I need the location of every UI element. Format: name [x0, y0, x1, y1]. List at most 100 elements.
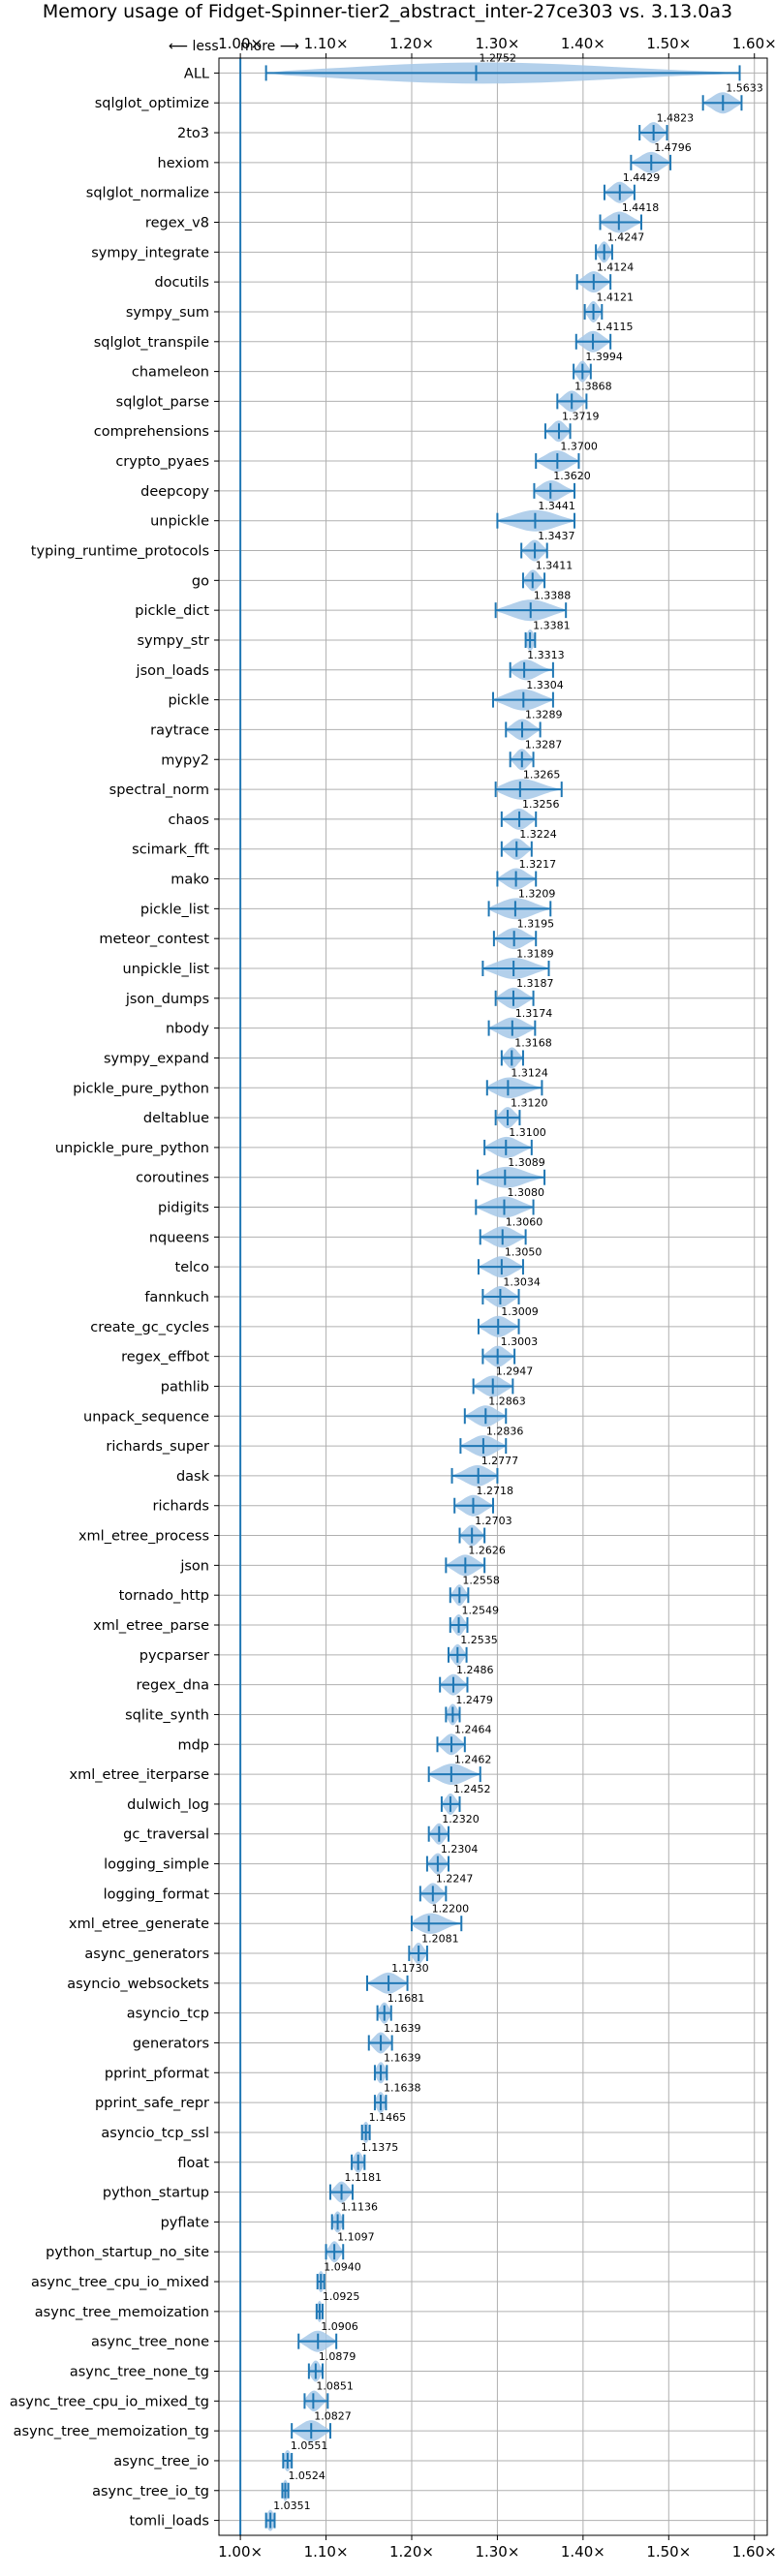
x-tick-label-top: 1.50× — [646, 35, 691, 52]
x-tick-label-top: 1.10× — [304, 35, 349, 52]
mean-value-label: 1.1375 — [361, 2141, 399, 2154]
mean-value-label: 1.0940 — [324, 2260, 361, 2273]
mean-value-label: 1.3224 — [519, 828, 557, 841]
mean-value-label: 1.4247 — [607, 231, 645, 244]
mean-value-label: 1.2947 — [496, 1365, 534, 1378]
category-label: python_startup — [103, 2186, 209, 2201]
mean-value-label: 1.4121 — [597, 291, 635, 303]
mean-value-label: 1.2304 — [441, 1843, 479, 1855]
mean-value-label: 1.3034 — [503, 1275, 541, 1288]
more-direction-label: more ⟶ — [240, 39, 299, 54]
category-label: async_tree_none_tg — [70, 2364, 209, 2379]
x-tick-label-bottom: 1.00× — [218, 2543, 263, 2561]
mean-value-label: 1.3080 — [507, 1186, 544, 1199]
category-label: deepcopy — [140, 484, 209, 500]
x-tick-label-bottom: 1.50× — [646, 2543, 691, 2561]
x-tick-label-bottom: 1.60× — [732, 2543, 775, 2561]
category-label: pickle_list — [140, 902, 209, 917]
category-label: gc_traversal — [123, 1827, 209, 1843]
mean-value-label: 1.3217 — [519, 858, 557, 871]
category-label: mypy2 — [161, 752, 209, 768]
category-label: richards — [152, 1499, 209, 1515]
category-label: regex_v8 — [145, 216, 209, 231]
mean-value-label: 1.4124 — [597, 261, 635, 273]
mean-value-label: 1.2863 — [488, 1395, 525, 1408]
mean-value-label: 1.3189 — [516, 947, 554, 960]
category-label: pprint_pformat — [105, 2066, 209, 2081]
category-label: async_tree_io — [113, 2454, 209, 2469]
category-label: async_tree_memoization — [35, 2305, 209, 2320]
category-label: pycparser — [140, 1648, 209, 1664]
category-label: unpickle_pure_python — [55, 1141, 209, 1156]
mean-value-label: 1.3124 — [511, 1067, 548, 1080]
category-label: logging_format — [104, 1886, 210, 1902]
category-label: async_tree_none — [91, 2335, 209, 2350]
mean-value-label: 1.2549 — [462, 1604, 500, 1616]
category-label: sqlglot_optimize — [95, 96, 209, 111]
mean-value-label: 1.3060 — [506, 1216, 543, 1229]
category-label: pickle_dict — [135, 603, 209, 619]
mean-value-label: 1.2718 — [476, 1485, 513, 1497]
category-label: hexiom — [158, 156, 209, 171]
category-label: comprehensions — [94, 424, 209, 440]
category-label: 2to3 — [177, 126, 209, 141]
category-label: asyncio_websockets — [67, 1977, 209, 1992]
x-tick-label-top: 1.40× — [561, 35, 605, 52]
x-tick-label-bottom: 1.10× — [304, 2543, 349, 2561]
mean-value-label: 1.0879 — [319, 2350, 356, 2363]
category-label: mako — [170, 873, 209, 888]
mean-value-label: 1.1638 — [384, 2081, 421, 2094]
mean-value-label: 1.2452 — [453, 1783, 491, 1795]
category-label: fannkuch — [144, 1290, 209, 1305]
x-tick-label-bottom: 1.20× — [389, 2543, 434, 2561]
mean-value-label: 1.4429 — [623, 171, 661, 184]
category-label: coroutines — [136, 1171, 209, 1186]
mean-value-label: 1.3089 — [508, 1156, 545, 1169]
category-label: float — [177, 2156, 209, 2171]
category-label: json_dumps — [125, 992, 209, 1007]
mean-value-label: 1.2703 — [475, 1515, 512, 1527]
mean-value-label: 1.4823 — [657, 111, 695, 124]
mean-value-label: 1.3187 — [516, 977, 554, 990]
category-label: pickle_pure_python — [73, 1081, 209, 1096]
mean-value-label: 1.1639 — [384, 2022, 421, 2035]
mean-value-label: 1.2462 — [454, 1753, 492, 1765]
mean-value-label: 1.3050 — [505, 1245, 542, 1258]
mean-value-label: 1.3700 — [560, 440, 598, 452]
category-label: pyflate — [161, 2215, 209, 2230]
category-label: spectral_norm — [109, 782, 209, 798]
category-label: sympy_sum — [126, 305, 209, 321]
category-label: scimark_fft — [132, 843, 209, 858]
category-label: regex_dna — [136, 1678, 209, 1694]
category-label: unpickle — [150, 514, 209, 530]
mean-value-label: 1.0827 — [314, 2409, 352, 2422]
category-label: unpack_sequence — [83, 1409, 209, 1425]
category-label: asyncio_tcp_ssl — [101, 2126, 209, 2141]
mean-value-label: 1.3868 — [574, 381, 612, 393]
mean-value-label: 1.3009 — [501, 1305, 539, 1318]
mean-value-label: 1.4115 — [596, 321, 634, 333]
mean-value-label: 1.1465 — [369, 2111, 407, 2124]
mean-value-label: 1.3411 — [536, 560, 574, 572]
mean-value-label: 1.2558 — [462, 1574, 500, 1586]
category-label: meteor_contest — [99, 932, 209, 947]
category-label: sqlite_synth — [125, 1707, 209, 1723]
category-label: nqueens — [149, 1230, 209, 1245]
category-label: json — [179, 1558, 209, 1574]
category-label: raytrace — [150, 722, 209, 738]
mean-value-label: 1.3168 — [514, 1037, 552, 1050]
x-tick-label-top: 1.30× — [475, 35, 519, 52]
mean-value-label: 1.3620 — [553, 470, 591, 482]
category-label: asyncio_tcp — [127, 2007, 209, 2022]
category-label: json_loads — [136, 663, 209, 679]
category-label: dask — [176, 1469, 210, 1485]
mean-value-label: 1.1097 — [337, 2231, 375, 2244]
mean-value-label: 1.3256 — [522, 798, 560, 811]
mean-value-label: 1.1181 — [345, 2171, 383, 2184]
mean-value-label: 1.0351 — [273, 2499, 311, 2512]
category-label: sympy_integrate — [91, 245, 209, 261]
mean-value-label: 1.3195 — [517, 917, 555, 930]
category-label: sympy_expand — [104, 1051, 209, 1066]
category-label: typing_runtime_protocols — [31, 544, 209, 560]
mean-value-label: 1.2464 — [454, 1724, 492, 1736]
